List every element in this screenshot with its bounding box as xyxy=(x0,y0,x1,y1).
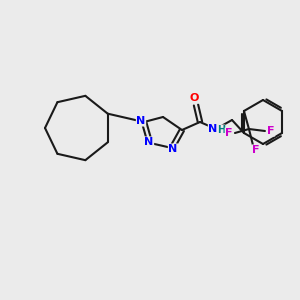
Text: F: F xyxy=(267,126,275,136)
Text: N: N xyxy=(208,124,217,134)
Text: N: N xyxy=(144,137,154,147)
Text: F: F xyxy=(252,145,260,155)
Text: H: H xyxy=(217,125,225,135)
Text: F: F xyxy=(225,128,233,138)
Text: N: N xyxy=(136,116,146,126)
Text: O: O xyxy=(189,93,199,103)
Text: N: N xyxy=(168,144,178,154)
